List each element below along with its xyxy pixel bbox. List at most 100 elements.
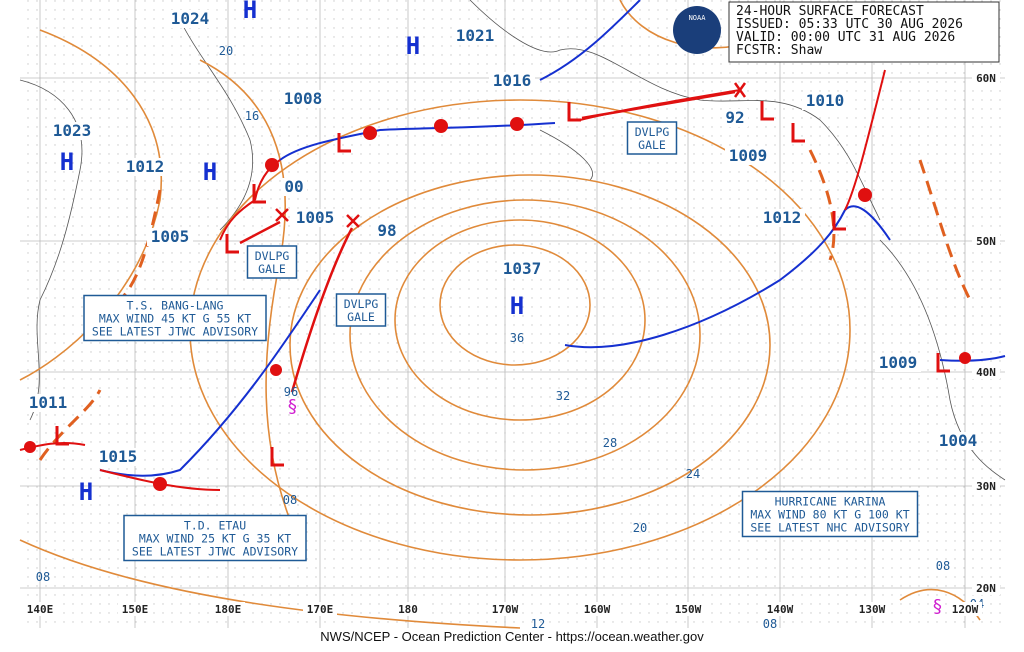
lon-label: 160W	[584, 603, 611, 616]
label-bg	[95, 448, 141, 466]
label-bg	[147, 228, 193, 246]
high-center: H	[406, 32, 420, 60]
lon-label: 130W	[859, 603, 886, 616]
lon-label: 150W	[675, 603, 702, 616]
pressure-label: 98	[377, 221, 396, 240]
lat-label: 30N	[976, 480, 996, 493]
isobar-label: 20	[219, 44, 233, 58]
label-bg	[167, 10, 213, 28]
isobar-label: 96	[284, 385, 298, 399]
advisory-box	[626, 121, 678, 155]
high-center: H	[60, 148, 74, 176]
pressure-label: 1037	[503, 259, 542, 278]
label-bg	[725, 147, 771, 165]
label-bg	[489, 72, 535, 90]
label-bg	[499, 260, 545, 278]
isobar-label: 36	[510, 331, 524, 345]
storm-tracks	[239, 82, 747, 393]
header-box	[728, 1, 1000, 63]
advisory-box	[83, 294, 267, 342]
lon-label: 140E	[27, 603, 54, 616]
header-line: 24-HOUR SURFACE FORECAST	[736, 4, 924, 19]
label-bg	[122, 158, 168, 176]
axis-bg	[488, 602, 522, 616]
lat-label: 50N	[976, 235, 996, 248]
label-bg	[759, 209, 805, 227]
header-line: ISSUED: 05:33 UTC 30 AUG 2026	[736, 17, 963, 32]
pressure-label: 1005	[296, 208, 335, 227]
label-bg	[49, 122, 95, 140]
isobar-label: 32	[556, 389, 570, 403]
coastlines	[19, 0, 1006, 481]
axis-bg	[671, 602, 705, 616]
label-bg	[802, 92, 848, 110]
lon-label: 180E	[215, 603, 242, 616]
axis-bg	[972, 71, 1000, 85]
low-symbols	[55, 101, 950, 467]
axis-bg	[580, 602, 614, 616]
axis-bg	[972, 581, 1000, 595]
isobar-label: 16	[245, 109, 259, 123]
header-line: VALID: 00:00 UTC 31 AUG 2026	[736, 30, 955, 45]
advisory-text: DVLPG	[255, 249, 290, 263]
pressure-label: 92	[725, 108, 744, 127]
label-bg	[875, 354, 921, 372]
advisory-text: MAX WIND 80 KT G 100 KT	[750, 508, 909, 522]
isobar-label: 08	[36, 570, 50, 584]
axis-bg	[855, 602, 889, 616]
advisory-text: GALE	[638, 138, 666, 152]
axis-bg	[23, 602, 57, 616]
label-bg	[722, 109, 748, 127]
lon-label: 170W	[492, 603, 519, 616]
axis-bg	[303, 602, 337, 616]
high-center: H	[203, 158, 217, 186]
advisory-box	[123, 514, 307, 562]
storm-symbol: §	[287, 396, 298, 417]
isobar-label: 28	[603, 436, 617, 450]
axis-bg	[948, 602, 982, 616]
lat-label: 40N	[976, 366, 996, 379]
advisory-text: HURRICANE KARINA	[775, 495, 886, 509]
advisory-text: T.S. BANG-LANG	[127, 299, 224, 313]
footer: NWS/NCEP - Ocean Prediction Center - htt…	[320, 629, 704, 644]
advisory-text: MAX WIND 25 KT G 35 KT	[139, 532, 291, 546]
advisory-text: SEE LATEST JTWC ADVISORY	[132, 545, 298, 559]
isobar-label: 20	[633, 521, 647, 535]
axis-bg	[972, 479, 1000, 493]
pressure-label: 1012	[763, 208, 802, 227]
advisory-text: GALE	[347, 310, 375, 324]
storm-symbol: §	[932, 596, 943, 617]
advisory-text: MAX WIND 45 KT G 55 KT	[99, 312, 251, 326]
advisory-text: GALE	[258, 262, 286, 276]
isobar-label: 24	[686, 467, 700, 481]
lon-label: 180	[398, 603, 418, 616]
advisory-box	[335, 293, 387, 327]
pressure-label: 1009	[729, 146, 768, 165]
isobar-label: 08	[936, 559, 950, 573]
logo-text: NOAA	[689, 14, 707, 22]
pressure-label: 1009	[879, 353, 918, 372]
isobar-label: 08	[763, 617, 777, 631]
pressure-label: 1010	[806, 91, 845, 110]
pressure-label: 1023	[53, 121, 92, 140]
pressure-label: 1005	[151, 227, 190, 246]
axis-bg	[391, 602, 425, 616]
header-line: FCSTR: Shaw	[736, 43, 822, 58]
high-center: H	[79, 478, 93, 506]
lon-label: 150E	[122, 603, 149, 616]
label-bg	[25, 394, 71, 412]
advisory-box	[246, 245, 298, 279]
pressure-label: 1024	[171, 9, 210, 28]
axis-bg	[118, 602, 152, 616]
axis-bg	[972, 365, 1000, 379]
pressure-label: 1011	[29, 393, 68, 412]
lon-label: 12OW	[952, 603, 979, 616]
labels: 1024 1021 1016 1008 1023 1012 1005 1005 00 98 1037…	[23, 0, 1000, 631]
label-bg	[452, 27, 498, 45]
advisory-text: SEE LATEST NHC ADVISORY	[750, 521, 909, 535]
pressure-label: 00	[284, 177, 303, 196]
axis-bg	[211, 602, 245, 616]
high-center: H	[510, 292, 524, 320]
